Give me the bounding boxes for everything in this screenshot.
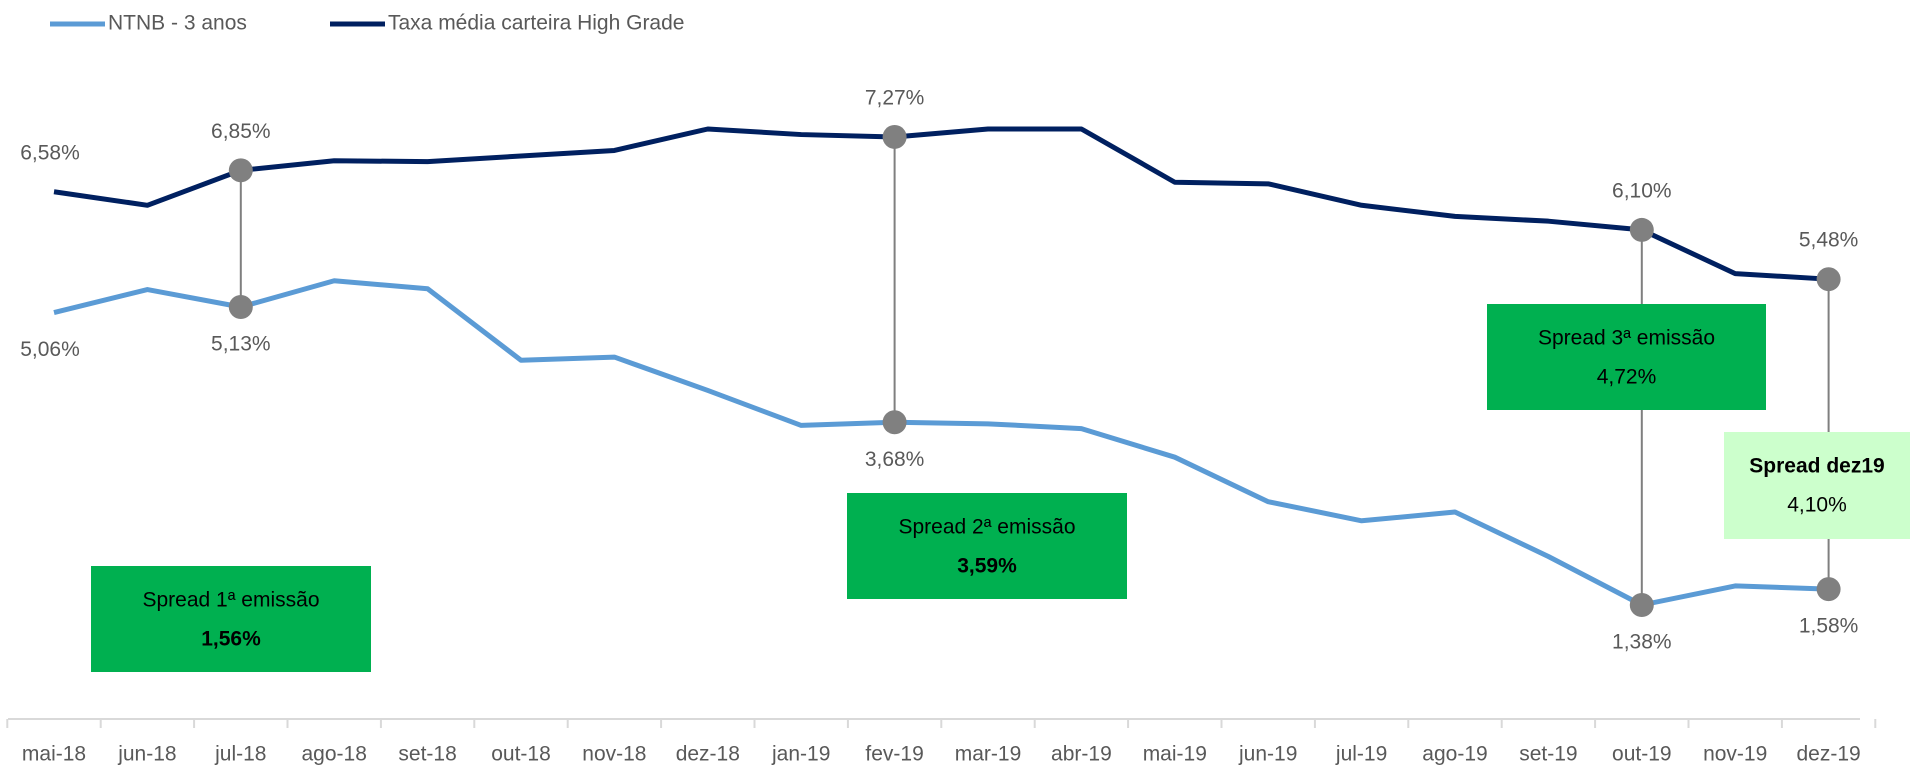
data-label: 3,68% [865, 448, 925, 471]
x-tick-label: set-18 [398, 743, 456, 766]
x-tick-label: ago-19 [1422, 743, 1487, 766]
spread-box-title: Spread 1ª emissão [142, 589, 319, 612]
x-tick-label: nov-19 [1703, 743, 1767, 766]
highlight-marker [228, 295, 253, 320]
data-label: 5,06% [20, 338, 80, 361]
x-tick-label: dez-18 [676, 743, 740, 766]
spread-box-value: 4,72% [1597, 366, 1657, 389]
spread-box-title: Spread 2ª emissão [898, 516, 1075, 539]
legend-label: Taxa média carteira High Grade [388, 12, 684, 35]
x-tick-label: nov-18 [582, 743, 646, 766]
x-tick-label: jan-19 [771, 743, 830, 766]
x-tick-label: out-19 [1612, 743, 1672, 766]
line-series [53, 126, 1829, 282]
x-tick-label: set-19 [1519, 743, 1577, 766]
x-tick-label: mai-18 [22, 743, 86, 766]
spread-box-bg [1487, 304, 1766, 410]
highlight-marker [1816, 267, 1841, 292]
line-series [53, 278, 1829, 608]
highlight-marker [882, 124, 907, 149]
x-tick-label: mar-19 [955, 743, 1022, 766]
highlight-marker [1629, 593, 1654, 617]
data-label: 5,48% [1799, 229, 1859, 252]
x-tick-label: jun-18 [117, 743, 176, 766]
legend-label: NTNB - 3 anos [108, 12, 247, 35]
spread-box: Spread 3ª emissão 4,72% [1487, 304, 1766, 410]
x-tick-label: jul-19 [1335, 743, 1387, 766]
spread-box: Spread 2ª emissão 3,59% [847, 493, 1127, 599]
spread-box-title: Spread 3ª emissão [1538, 327, 1715, 350]
data-label: 1,58% [1799, 615, 1859, 638]
x-tick-label: out-18 [491, 743, 551, 766]
data-label: 6,85% [211, 120, 271, 143]
data-label: 7,27% [865, 86, 925, 109]
highlight-marker [882, 410, 907, 435]
x-tick-label: ago-18 [302, 743, 367, 766]
x-tick-label: abr-19 [1051, 743, 1112, 766]
spread-box-bg [1724, 432, 1910, 539]
spread-box-bg [847, 493, 1127, 599]
spread-box-value: 4,10% [1787, 494, 1847, 517]
x-tick-label: mai-19 [1143, 743, 1207, 766]
spread-box: Spread dez19 4,10% [1724, 432, 1910, 539]
data-label: 1,38% [1612, 631, 1672, 654]
spread-box-value: 3,59% [957, 555, 1017, 578]
highlight-marker [1629, 217, 1654, 242]
x-tick-label: dez-19 [1796, 743, 1860, 766]
x-tick-label: fev-19 [865, 743, 923, 766]
highlight-marker [1816, 577, 1841, 602]
spread-box-bg [91, 566, 371, 672]
data-label: 6,10% [1612, 179, 1672, 202]
highlight-marker [228, 158, 253, 183]
data-label: 6,58% [20, 141, 80, 164]
x-tick-label: jul-18 [214, 743, 266, 766]
spread-box-title: Spread dez19 [1749, 455, 1884, 478]
spread-box: Spread 1ª emissão 1,56% [91, 566, 371, 672]
x-tick-label: jun-19 [1238, 743, 1297, 766]
spread-box-value: 1,56% [201, 628, 261, 651]
data-label: 5,13% [211, 333, 271, 356]
